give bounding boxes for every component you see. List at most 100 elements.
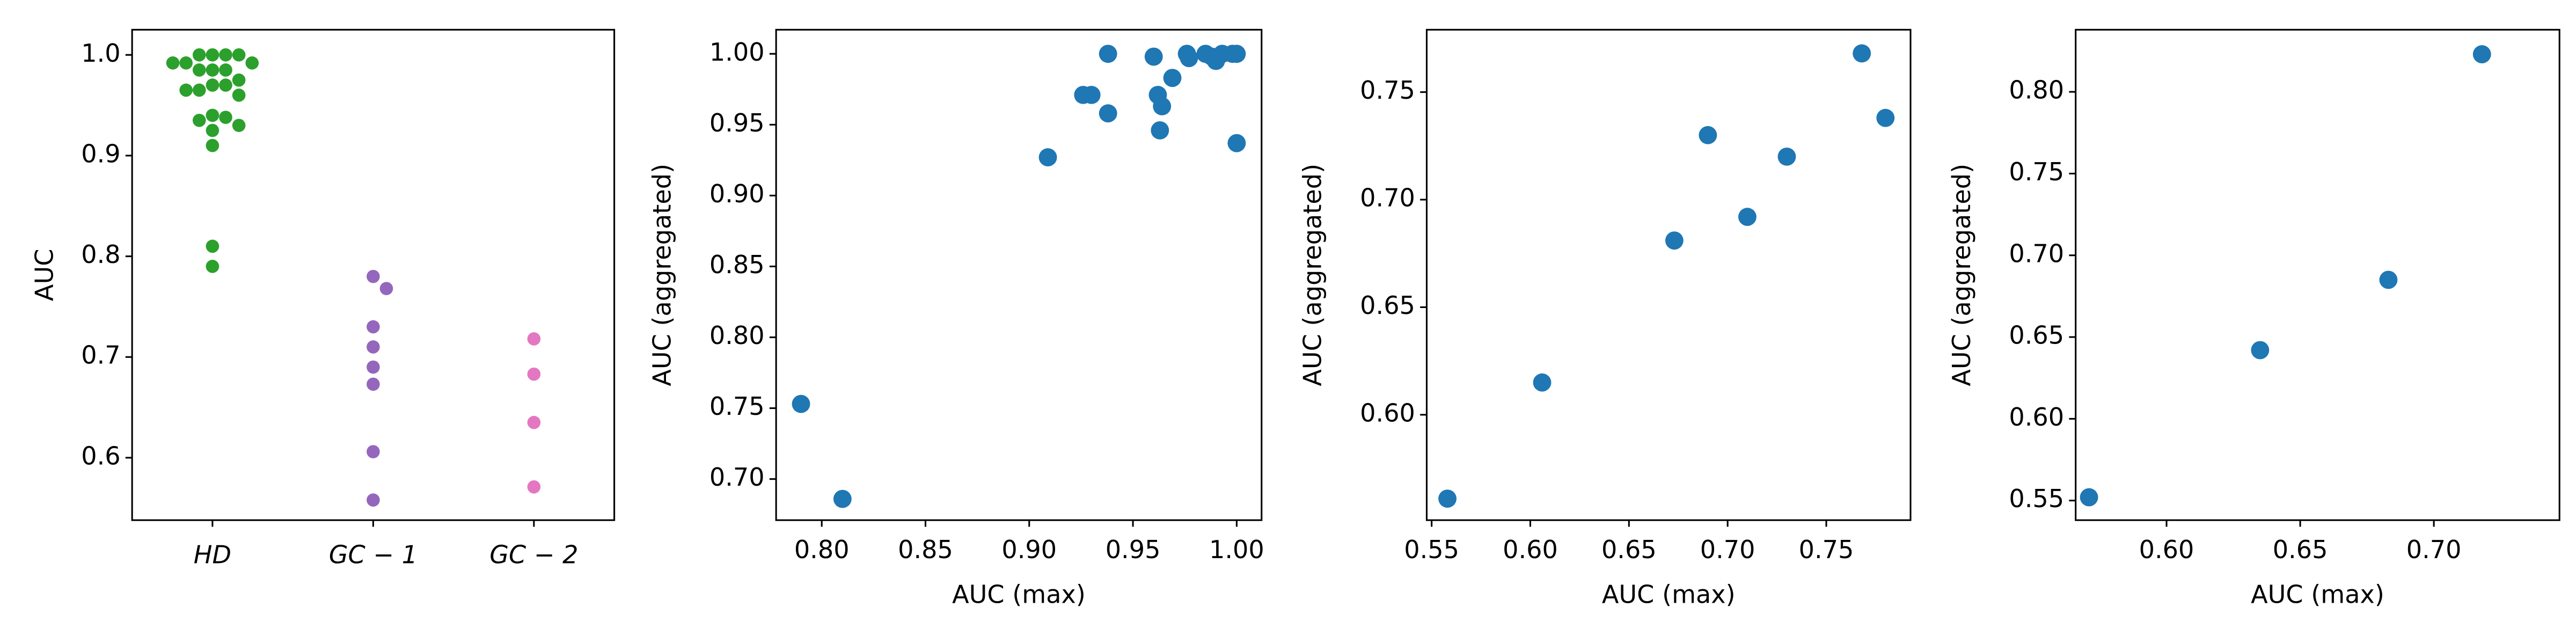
y-tick-label: 0.80 [709, 321, 765, 350]
point [367, 360, 380, 374]
y-axis-label: AUC [30, 249, 59, 302]
y-tick-label: 0.95 [709, 108, 765, 137]
point [1227, 134, 1246, 152]
point [219, 48, 232, 62]
point [219, 78, 232, 92]
x-tick-label: 0.70 [2406, 535, 2462, 564]
y-tick-label: 0.70 [2009, 239, 2064, 268]
point [2251, 341, 2270, 360]
x-tick-label: 0.65 [1601, 535, 1657, 564]
point [833, 489, 852, 508]
point [206, 138, 219, 152]
x-tick-label: 0.75 [1799, 535, 1854, 564]
point [2379, 270, 2398, 289]
point [1738, 208, 1757, 226]
point [232, 73, 246, 87]
point [219, 63, 232, 77]
point [1876, 108, 1895, 127]
plot-frame [2075, 28, 2560, 521]
point [1099, 45, 1117, 63]
point [1180, 49, 1198, 68]
y-tick-label: 0.8 [81, 240, 120, 269]
x-tick-label: 0.70 [1700, 535, 1755, 564]
point [206, 63, 219, 77]
point [179, 83, 193, 97]
x-tick-label: 0.80 [794, 535, 850, 564]
point [367, 340, 380, 354]
point [527, 480, 541, 494]
plot-frame [1425, 28, 1912, 521]
x-tick-label: 0.85 [898, 535, 953, 564]
y-tick-label: 0.75 [1360, 76, 1415, 105]
point [1533, 373, 1552, 392]
point [1438, 489, 1457, 508]
point [206, 239, 219, 253]
y-tick-label: 0.60 [2009, 402, 2064, 431]
point [206, 123, 219, 137]
x-tick-label: GC − 2 [489, 540, 578, 569]
point [192, 113, 206, 127]
point [367, 320, 380, 334]
x-tick-label: 0.65 [2273, 535, 2328, 564]
point [1163, 69, 1182, 87]
x-axis-label: AUC (max) [1602, 580, 1736, 609]
y-axis-label: AUC (aggregated) [1947, 164, 1976, 386]
x-tick-label: HD [194, 540, 231, 569]
point [527, 367, 541, 381]
point [232, 89, 246, 102]
point [367, 269, 380, 283]
y-tick-label: 0.75 [709, 392, 765, 421]
point [192, 83, 206, 97]
y-tick-label: 0.7 [81, 341, 120, 370]
x-tick-label: 1.00 [1209, 535, 1264, 564]
x-tick-label: 0.60 [2139, 535, 2194, 564]
y-tick-label: 0.70 [1360, 184, 1415, 213]
point [1153, 97, 1172, 115]
y-axis-label: AUC (aggregated) [1298, 164, 1327, 386]
point [367, 493, 380, 507]
point [166, 56, 180, 70]
y-tick-label: 0.75 [2009, 157, 2064, 186]
point [192, 48, 206, 62]
y-axis-label: AUC (aggregated) [647, 164, 676, 386]
point [527, 332, 541, 346]
point [232, 48, 246, 62]
y-tick-label: 0.65 [2009, 321, 2064, 350]
point [1082, 85, 1101, 104]
y-tick-label: 0.65 [1360, 291, 1415, 320]
point [367, 377, 380, 391]
y-tick-label: 0.80 [2009, 76, 2064, 105]
x-tick-label: 0.90 [1001, 535, 1057, 564]
point [1038, 148, 1057, 167]
point [1144, 47, 1163, 66]
x-tick-label: 0.55 [1404, 535, 1459, 564]
point [1853, 44, 1871, 63]
point [367, 445, 380, 458]
point [527, 415, 541, 429]
point [192, 63, 206, 77]
x-tick-label: 0.95 [1106, 535, 1161, 564]
y-tick-label: 0.85 [709, 250, 765, 279]
point [206, 260, 219, 273]
x-tick-label: GC − 1 [329, 540, 418, 569]
x-axis-label: AUC (max) [2251, 580, 2384, 609]
plot-frame [775, 28, 1263, 521]
point [1223, 45, 1242, 63]
point [2080, 488, 2098, 507]
y-tick-label: 0.70 [709, 463, 765, 492]
point [379, 282, 393, 295]
y-tick-label: 1.00 [709, 38, 765, 67]
y-tick-label: 0.90 [709, 179, 765, 208]
y-tick-label: 0.60 [1360, 398, 1415, 427]
point [1777, 147, 1796, 166]
y-tick-label: 0.6 [81, 441, 120, 470]
point [232, 119, 246, 132]
point [1099, 104, 1117, 123]
x-tick-label: 0.60 [1503, 535, 1558, 564]
point [206, 108, 219, 122]
y-tick-label: 1.0 [81, 39, 120, 68]
point [206, 78, 219, 92]
point [1699, 126, 1717, 144]
